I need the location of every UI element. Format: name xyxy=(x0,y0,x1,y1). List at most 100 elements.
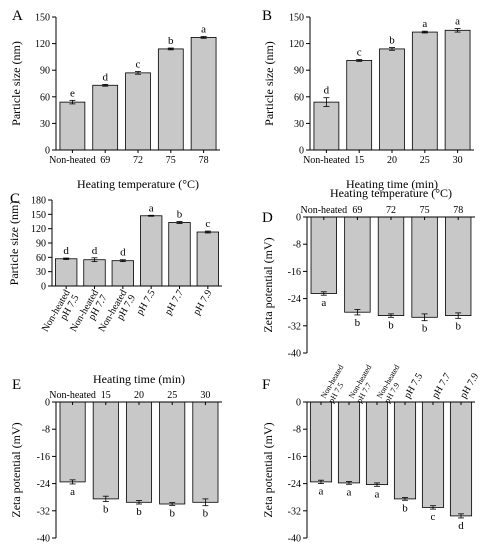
significance-letter-f-4: c xyxy=(431,511,436,523)
y-tick-label-d-4: -32 xyxy=(288,321,301,332)
significance-letter-d-4: b xyxy=(455,320,461,332)
y-tick-label-a-3: 90 xyxy=(40,66,50,77)
significance-letter-d-1: b xyxy=(355,317,361,329)
y-tick-label-c-4: 120 xyxy=(31,224,46,235)
y-tick-label-a-0: 0 xyxy=(45,146,50,157)
y-tick-label-c-6: 180 xyxy=(31,196,46,207)
bar-a-0 xyxy=(59,101,86,151)
x-axis-title-d: Heating temperature (°C) xyxy=(330,186,452,200)
category-label-f-4: pH 7.7 xyxy=(430,371,453,400)
panel-a: Ae Non-heated d 69 c 72 b 75 a 78 0 30 60 90 120 150 Par… xyxy=(9,8,220,191)
y-tick-label-f-1: -8 xyxy=(293,425,301,436)
y-tick-label-f-0: 0 xyxy=(296,398,301,409)
y-tick-label-e-1: -8 xyxy=(42,425,50,436)
category-label-a-0: Non-heated xyxy=(49,155,96,166)
significance-letter-d-0: a xyxy=(321,297,326,309)
bar-b-3 xyxy=(411,31,438,151)
significance-letter-f-2: a xyxy=(375,488,380,500)
category-label-b-0: Non-heated xyxy=(303,155,350,166)
y-tick-label-e-3: -24 xyxy=(37,479,50,490)
category-label-d-2: 72 xyxy=(386,205,396,216)
significance-letter-c-2: d xyxy=(120,247,126,259)
bar-e-0 xyxy=(59,401,86,483)
y-tick-label-b-5: 150 xyxy=(289,13,304,24)
significance-letter-a-2: c xyxy=(136,59,141,71)
category-label-d-4: 78 xyxy=(453,205,463,216)
bar-c-2 xyxy=(111,260,134,287)
bar-e-3 xyxy=(159,401,186,505)
y-tick-label-d-0: 0 xyxy=(296,213,301,224)
category-label-d-1: 69 xyxy=(352,205,362,216)
y-tick-label-b-1: 30 xyxy=(294,119,304,130)
significance-letter-c-1: d xyxy=(92,245,98,257)
bar-c-5 xyxy=(196,231,219,287)
significance-letter-e-2: b xyxy=(136,506,142,518)
category-label-b-4: 30 xyxy=(453,155,463,166)
significance-letter-c-3: a xyxy=(149,202,154,214)
bar-f-4 xyxy=(421,401,445,508)
category-label-a-2: 72 xyxy=(133,155,143,166)
significance-letter-c-0: d xyxy=(63,245,69,257)
significance-letter-f-1: a xyxy=(347,486,352,498)
category-label-b-3: 25 xyxy=(420,155,430,166)
significance-letter-d-3: b xyxy=(422,323,428,335)
bar-a-3 xyxy=(157,48,184,151)
category-label-a-3: 75 xyxy=(166,155,176,166)
y-tick-label-b-0: 0 xyxy=(299,146,304,157)
y-tick-label-a-4: 120 xyxy=(35,39,50,50)
category-label-f-2: Non-heatedpH 7.9 xyxy=(375,363,409,404)
y-axis-title-c: Particle size (nm) xyxy=(7,201,21,286)
significance-letter-e-0: a xyxy=(70,486,75,498)
bar-e-4 xyxy=(192,401,219,503)
significance-letter-b-3: a xyxy=(422,18,427,30)
bar-a-2 xyxy=(125,72,151,151)
bar-f-2 xyxy=(365,401,389,486)
significance-letter-d-2: b xyxy=(388,319,394,331)
bar-c-3 xyxy=(139,215,163,287)
category-label-e-4: 30 xyxy=(200,390,210,401)
y-axis-title-b: Particle size (nm) xyxy=(262,41,276,126)
significance-letter-f-3: b xyxy=(402,502,408,514)
y-tick-label-d-3: -24 xyxy=(288,294,301,305)
category-label-c-3: pH 7.5 xyxy=(135,288,158,317)
significance-letter-b-0: d xyxy=(324,85,330,97)
x-axis-title-e: Heating time (min) xyxy=(93,372,185,386)
bar-c-1 xyxy=(83,259,106,287)
category-label-c-5: pH 7.9 xyxy=(191,288,214,317)
bar-f-0 xyxy=(309,401,333,483)
significance-letter-a-3: b xyxy=(168,35,174,47)
y-tick-label-a-2: 60 xyxy=(40,92,50,103)
significance-letter-e-3: b xyxy=(169,507,175,519)
y-tick-label-c-0: 0 xyxy=(41,282,46,293)
y-tick-label-b-3: 90 xyxy=(294,66,304,77)
category-label-e-1: 15 xyxy=(101,390,111,401)
x-axis-title-a: Heating temperature (°C) xyxy=(77,177,199,191)
significance-letter-f-0: a xyxy=(319,486,324,498)
category-label-f-3: pH 7.5 xyxy=(402,371,425,400)
y-axis-title-d: Zeta potential (mV) xyxy=(261,237,275,332)
category-label-f-0: Non-heatedpH 7.5 xyxy=(319,363,353,404)
category-label-e-2: 20 xyxy=(134,390,144,401)
category-label-f-1: Non-heatedpH 7.7 xyxy=(347,363,381,404)
category-label-a-4: 78 xyxy=(199,155,209,166)
y-tick-label-b-4: 120 xyxy=(289,39,304,50)
y-axis-title-f: Zeta potential (mV) xyxy=(261,422,275,517)
category-label-b-2: 20 xyxy=(387,155,397,166)
bar-e-1 xyxy=(92,401,119,500)
category-label-c-4: pH 7.7 xyxy=(163,288,186,317)
bar-d-2 xyxy=(377,216,405,316)
bar-f-3 xyxy=(393,401,417,500)
bar-a-4 xyxy=(190,36,217,151)
panel-letter-a: A xyxy=(12,8,23,24)
y-axis-title-a: Particle size (nm) xyxy=(9,41,23,126)
panel-d: Da Non-heated b 69 b 72 b 75 b 78 0 -8 -16 -24 -32 -40 Z… xyxy=(261,186,475,360)
category-label-e-3: 25 xyxy=(167,390,177,401)
y-tick-label-f-5: -40 xyxy=(288,534,301,545)
y-axis-title-e: Zeta potential (mV) xyxy=(9,422,23,517)
bar-b-2 xyxy=(379,48,405,151)
panel-letter-c: C xyxy=(10,191,20,207)
significance-letter-f-5: d xyxy=(458,520,464,532)
bar-f-1 xyxy=(337,401,361,484)
panel-letter-d: D xyxy=(262,210,273,226)
y-tick-label-e-4: -32 xyxy=(37,506,50,517)
